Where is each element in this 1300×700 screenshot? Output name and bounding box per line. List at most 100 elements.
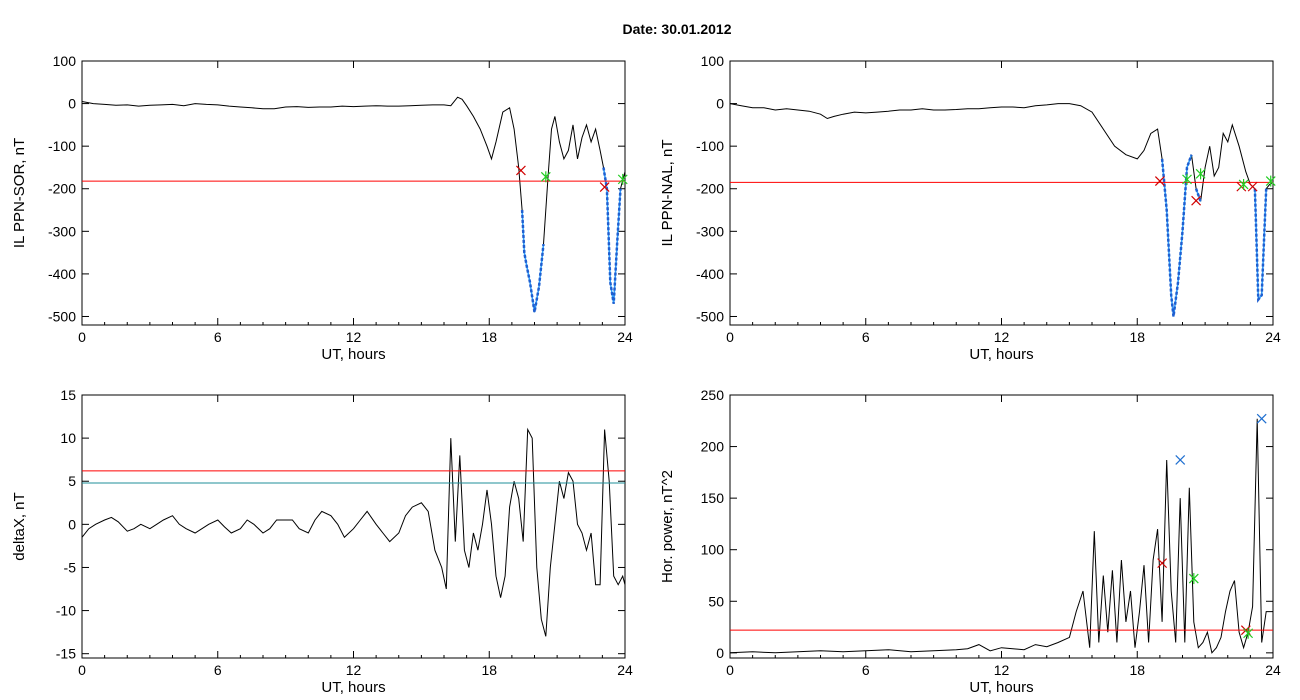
x-tick-label: 6 — [214, 329, 222, 345]
y-axis-label: IL PPN-NAL, nT — [659, 140, 676, 247]
marker-red — [1154, 176, 1165, 187]
x-tick-label: 12 — [994, 329, 1010, 345]
y-tick-label: -300 — [48, 223, 76, 239]
y-tick-label: -100 — [48, 138, 76, 154]
plot-frame — [81, 394, 626, 659]
panel-power: 0 6 12 18 24 250 200 150 100 50 0 UT, hours Hor. pow… — [659, 387, 1281, 696]
marker-green — [617, 173, 628, 185]
marker-stroke — [1191, 195, 1201, 206]
x-tick-label: 12 — [994, 662, 1010, 678]
x-tick-label: 24 — [617, 329, 633, 345]
marker-stroke — [1256, 413, 1267, 424]
y-tick-label: -400 — [48, 266, 76, 282]
series-line — [82, 96, 625, 313]
x-tick-label: 0 — [78, 662, 86, 678]
figure-title: Date: 30.01.2012 — [623, 21, 732, 37]
marker-blue — [1256, 413, 1267, 424]
x-axis-label: UT, hours — [321, 679, 385, 696]
series-line — [82, 427, 625, 637]
y-tick-label: 0 — [716, 96, 724, 112]
marker-red — [516, 165, 526, 176]
y-tick-label: 50 — [708, 593, 724, 609]
x-tick-label: 6 — [862, 662, 870, 678]
plot-frame — [729, 394, 1274, 659]
y-axis-label: IL PPN-SOR, nT — [11, 138, 28, 248]
y-tick-label: -200 — [696, 181, 724, 197]
marker-red — [599, 182, 610, 192]
x-tick-label: 24 — [1265, 662, 1281, 678]
y-tick-label: -10 — [56, 603, 76, 619]
panel-nal: 0 6 12 18 24 100 0 -100 -200 -300 -400 -500 UT, hour… — [659, 53, 1281, 363]
y-tick-label: 100 — [701, 542, 725, 558]
plot-area — [82, 427, 625, 637]
marker-red — [1157, 558, 1168, 569]
panel-sor: 0 6 12 18 24 100 0 -100 -200 -300 -400 -500 UT, hour… — [11, 53, 633, 363]
x-tick-label: 12 — [346, 329, 362, 345]
y-tick-label: -5 — [64, 559, 77, 575]
y-axis-label: Hor. power, nT^2 — [659, 470, 676, 583]
marker-stroke — [599, 182, 610, 192]
series-line — [730, 103, 1273, 317]
y-tick-label: 10 — [60, 430, 76, 446]
marker-red — [1191, 195, 1201, 206]
marker-stroke — [1154, 176, 1165, 187]
highlight-segment-dark — [520, 209, 545, 313]
marker-green — [1265, 175, 1276, 187]
y-tick-label: 0 — [68, 96, 76, 112]
marker-stroke — [1157, 558, 1168, 569]
x-tick-label: 18 — [1129, 662, 1145, 678]
marker-stroke — [1175, 455, 1186, 465]
series-line — [730, 418, 1273, 654]
marker-stroke — [516, 165, 526, 176]
plot-frame — [81, 60, 626, 326]
y-tick-label: -400 — [696, 266, 724, 282]
y-tick-label: 0 — [68, 516, 76, 532]
x-tick-label: 6 — [214, 662, 222, 678]
x-tick-label: 24 — [617, 662, 633, 678]
highlight-segment-dark — [1194, 188, 1202, 202]
marker-green — [1188, 573, 1199, 585]
plot-area — [82, 96, 625, 313]
y-tick-label: 150 — [701, 490, 725, 506]
x-tick-label: 18 — [481, 329, 497, 345]
y-tick-label: 200 — [701, 439, 725, 455]
panel-deltax: 0 6 12 18 24 15 10 5 0 -5 -10 -15 UT, hours deltaX, n… — [11, 387, 633, 696]
y-axis-label: deltaX, nT — [11, 492, 28, 560]
y-tick-label: -200 — [48, 181, 76, 197]
x-axis-label: UT, hours — [321, 346, 385, 363]
y-tick-label: -15 — [56, 646, 76, 662]
y-tick-label: -500 — [48, 308, 76, 324]
x-tick-label: 24 — [1265, 329, 1281, 345]
y-tick-label: 5 — [68, 473, 76, 489]
plot-area — [730, 418, 1273, 654]
y-tick-label: 100 — [53, 53, 77, 69]
marker-blue — [1175, 455, 1186, 465]
plot-area — [730, 103, 1273, 317]
x-tick-label: 0 — [726, 662, 734, 678]
plot-frame — [729, 60, 1274, 326]
x-tick-label: 0 — [726, 329, 734, 345]
y-tick-label: 100 — [701, 53, 725, 69]
x-tick-label: 12 — [346, 662, 362, 678]
marker-green — [1195, 168, 1206, 180]
y-tick-label: -300 — [696, 223, 724, 239]
marker-stroke — [1247, 181, 1258, 192]
y-tick-label: -100 — [696, 138, 724, 154]
marker-green — [1243, 627, 1254, 639]
x-tick-label: 18 — [1129, 329, 1145, 345]
y-tick-label: 15 — [60, 387, 76, 403]
x-tick-label: 0 — [78, 329, 86, 345]
marker-red — [1247, 181, 1258, 192]
y-tick-label: 250 — [701, 387, 725, 403]
marker-green — [540, 171, 551, 183]
marker-green — [1182, 173, 1192, 185]
y-tick-label: 0 — [716, 645, 724, 661]
x-tick-label: 6 — [862, 329, 870, 345]
x-axis-label: UT, hours — [969, 346, 1033, 363]
marker-green — [1238, 178, 1249, 190]
y-tick-label: -500 — [696, 308, 724, 324]
x-tick-label: 18 — [481, 662, 497, 678]
x-axis-label: UT, hours — [969, 679, 1033, 696]
highlight-segment-dark — [1253, 188, 1268, 303]
